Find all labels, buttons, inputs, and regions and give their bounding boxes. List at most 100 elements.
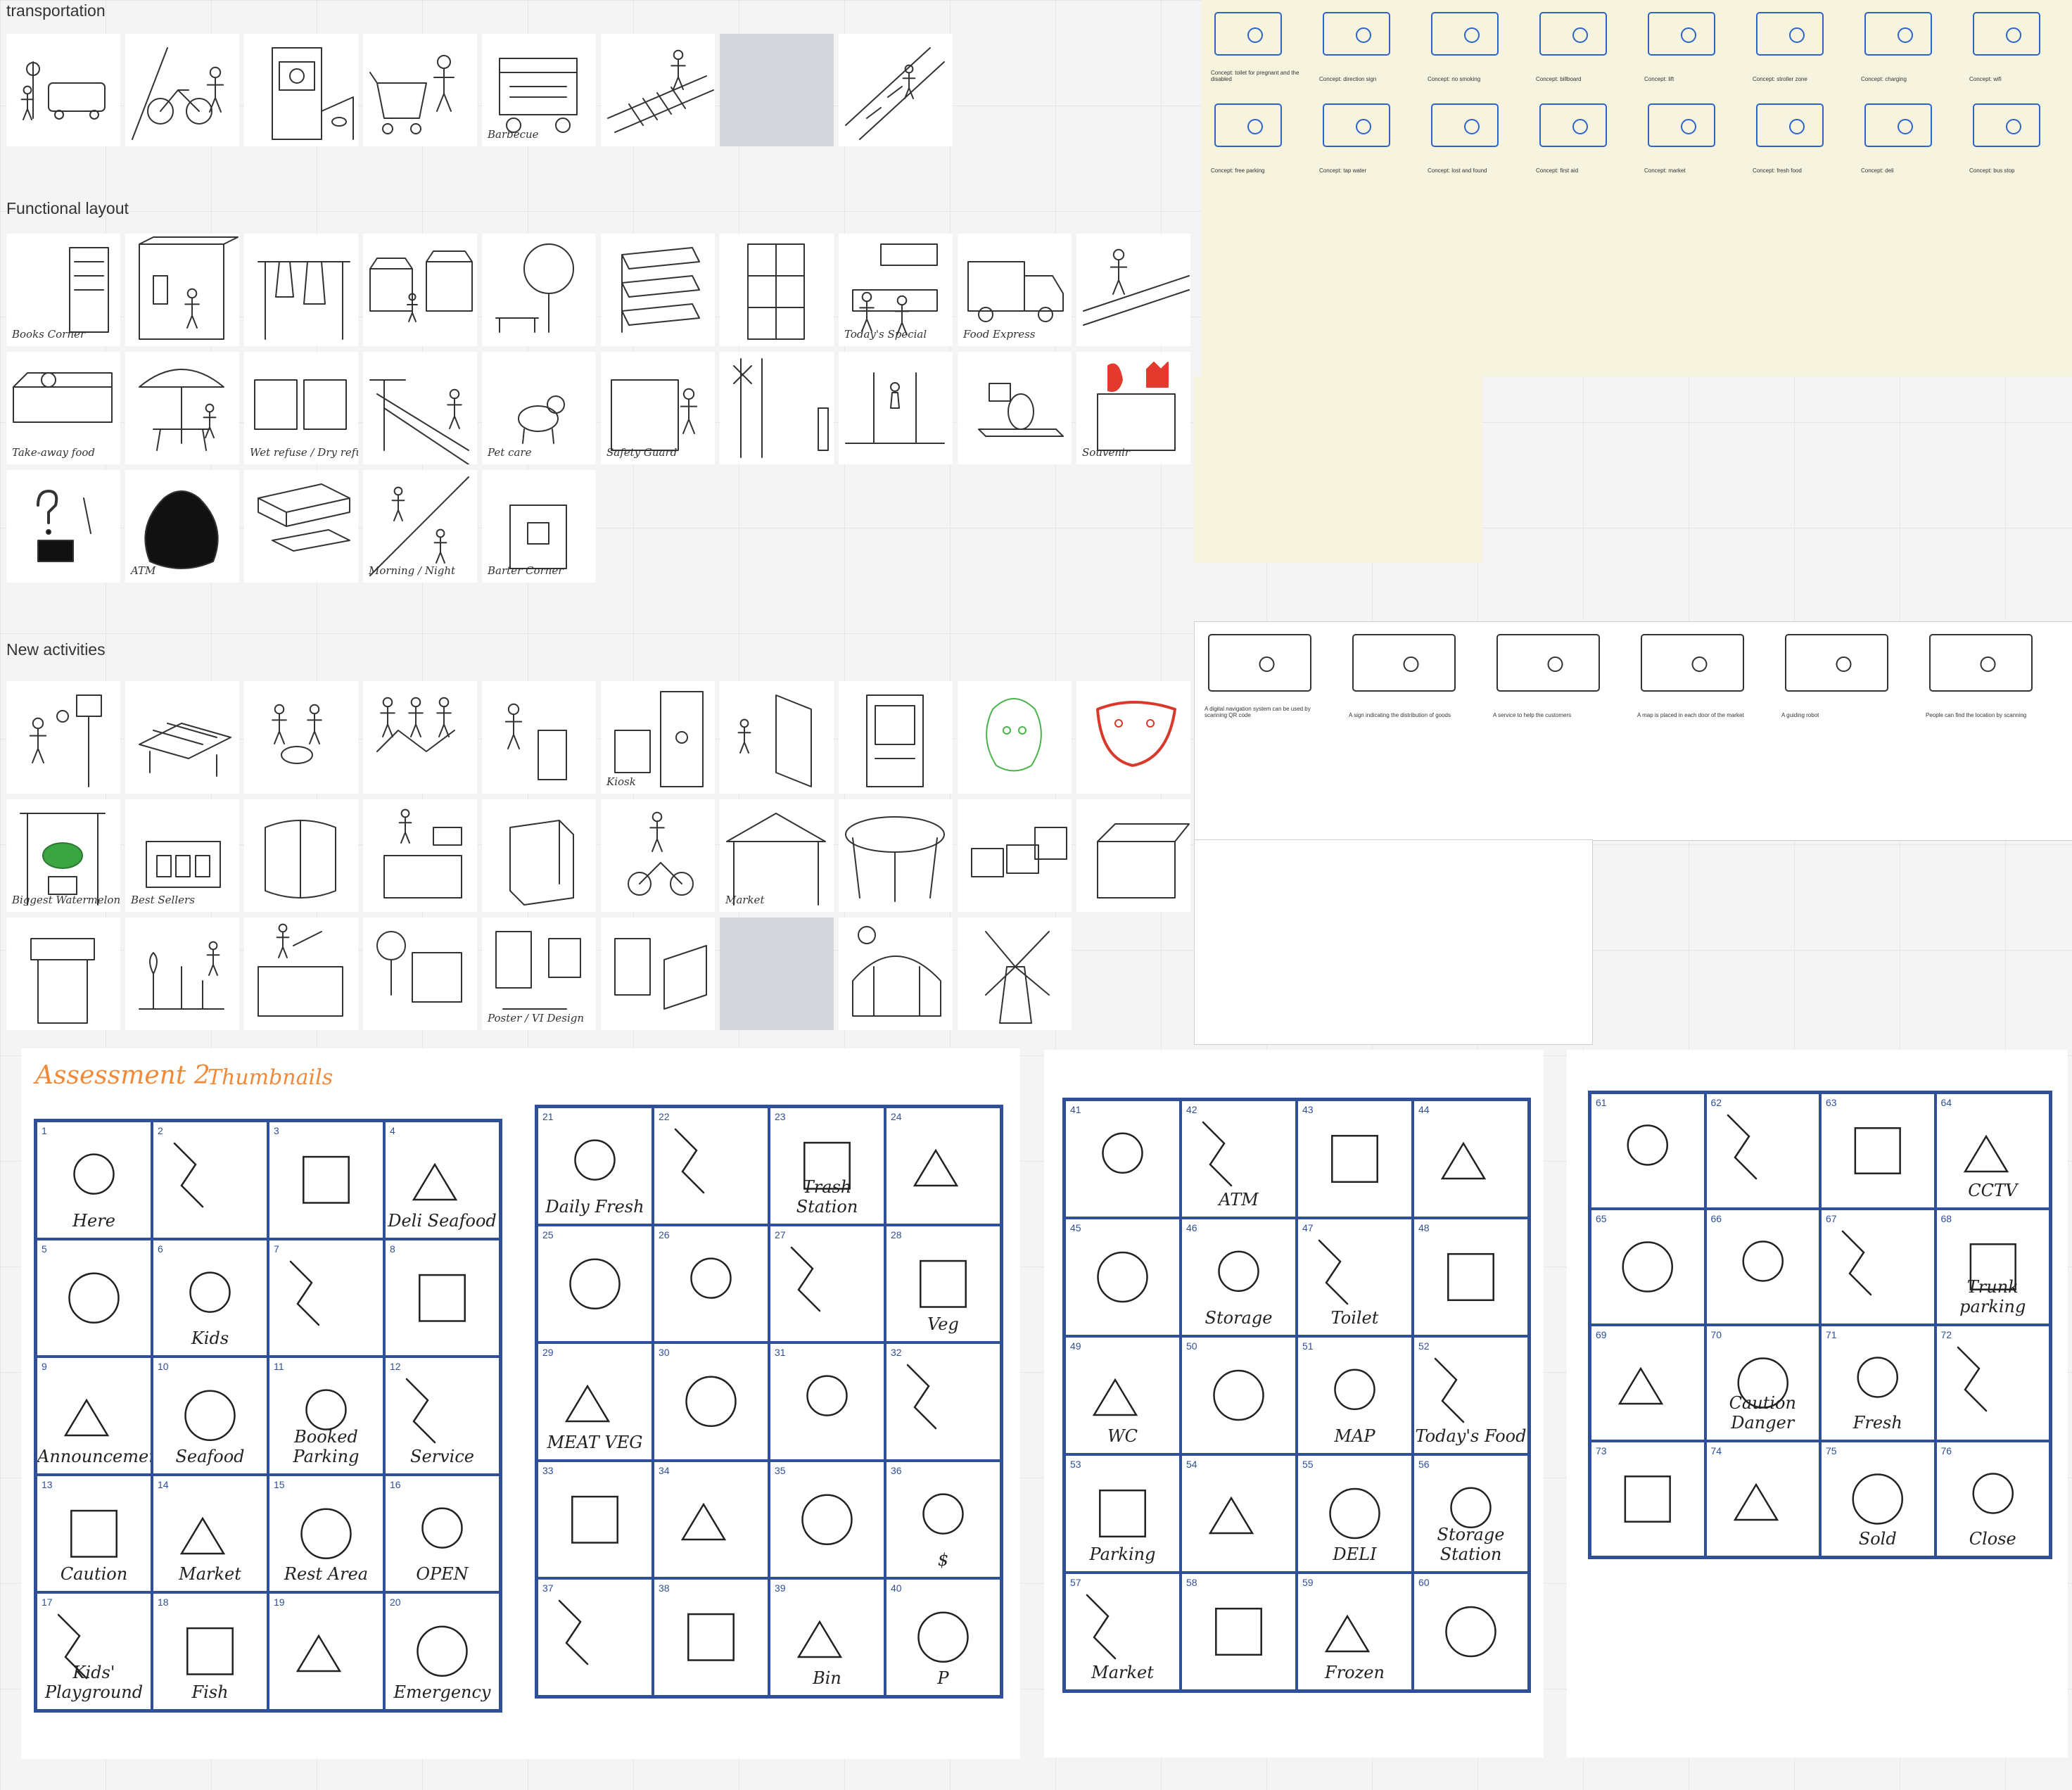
thumbnail-cell[interactable]: 6 Kids (152, 1238, 268, 1357)
thumbnail-cell[interactable]: 18 Fish (152, 1592, 268, 1710)
sketch-tile[interactable] (6, 681, 120, 794)
concept-card[interactable]: A map is placed in each door of the mark… (1634, 629, 1765, 721)
sketch-tile[interactable]: Kiosk (601, 681, 715, 794)
concept-card[interactable]: Concept: lift (1641, 7, 1736, 84)
thumbnail-cell[interactable]: 8 (384, 1238, 500, 1357)
sketch-tile[interactable]: Food Express (958, 234, 1072, 346)
storyboard-collage[interactable]: A digital navigation system can be used … (1194, 621, 2072, 841)
sketch-tile[interactable] (482, 799, 596, 912)
thumbnail-cell[interactable]: 4 Deli Seafood (384, 1121, 500, 1239)
sketch-tile[interactable] (1076, 799, 1190, 912)
thumbnail-cell[interactable]: 56 Storage Station (1413, 1454, 1529, 1573)
thumbnail-cell[interactable]: 45 (1064, 1218, 1181, 1336)
thumbnail-cell[interactable]: 47 Toilet (1297, 1218, 1413, 1336)
thumbnail-cell[interactable]: 24 (885, 1107, 1001, 1225)
sketch-tile[interactable] (839, 34, 953, 146)
thumbnail-cell[interactable]: 67 (1820, 1209, 1936, 1325)
sketch-tile[interactable] (720, 234, 834, 346)
sketch-tile[interactable] (363, 918, 477, 1030)
concept-card[interactable]: Concept: deli (1858, 99, 1952, 176)
concept-card[interactable]: Concept: no smoking (1425, 7, 1519, 84)
sketch-tile[interactable]: Safety Guard (601, 352, 715, 464)
concept-card[interactable]: Concept: toilet for pregnant and the dis… (1208, 7, 1302, 84)
sketch-tile[interactable] (6, 34, 120, 146)
thumbnail-cell[interactable]: 58 (1181, 1573, 1297, 1691)
thumbnail-cell[interactable]: 43 (1297, 1100, 1413, 1218)
thumbnail-cell[interactable]: 12 Service (384, 1357, 500, 1475)
concept-card[interactable]: A guiding robot (1779, 629, 1909, 721)
sketch-tile[interactable]: Barbecue (482, 34, 596, 146)
concept-card[interactable]: Concept: fresh food (1750, 99, 1844, 176)
sketch-tile[interactable] (958, 799, 1072, 912)
sketch-tile[interactable] (244, 34, 358, 146)
sketch-tile[interactable] (125, 34, 239, 146)
concept-card[interactable]: Concept: billboard (1533, 7, 1627, 84)
sketch-tile[interactable] (482, 234, 596, 346)
thumbnail-cell[interactable]: 15 Rest Area (268, 1474, 384, 1593)
sketch-tile[interactable] (958, 681, 1072, 794)
sketch-tile[interactable] (244, 681, 358, 794)
sketch-tile[interactable] (601, 799, 715, 912)
sketch-tile[interactable]: Souvenir (1076, 352, 1190, 464)
thumbnail-cell[interactable]: 75 Sold (1820, 1441, 1936, 1557)
thumbnail-cell[interactable]: 37 (537, 1578, 653, 1696)
blank-tile[interactable] (720, 34, 834, 146)
sketch-tile[interactable] (363, 681, 477, 794)
sketch-tile[interactable]: Wet refuse / Dry refuse (244, 352, 358, 464)
sketch-tile[interactable]: Today's Special (839, 234, 953, 346)
thumbnail-cell[interactable]: 14 Market (152, 1474, 268, 1593)
sketch-tile[interactable] (125, 681, 239, 794)
thumbnail-cell[interactable]: 3 (268, 1121, 384, 1239)
sketch-tile[interactable]: Take-away food (6, 352, 120, 464)
thumbnail-cell[interactable]: 70 Caution Danger (1705, 1325, 1820, 1441)
thumbnail-cell[interactable]: 10 Seafood (152, 1357, 268, 1475)
thumbnail-cell[interactable]: 40 P (885, 1578, 1001, 1696)
sketch-tile[interactable] (363, 352, 477, 464)
sketch-tile[interactable]: Morning / Night (363, 470, 477, 583)
thumbnail-cell[interactable]: 74 (1705, 1441, 1820, 1557)
thumbnail-cell[interactable]: 29 MEAT VEG (537, 1342, 653, 1461)
sketch-tile[interactable] (1076, 681, 1190, 794)
sketch-tile[interactable] (363, 799, 477, 912)
thumbnail-cell[interactable]: 63 (1820, 1093, 1936, 1209)
thumbnail-cell[interactable]: 34 (653, 1460, 769, 1579)
thumbnail-cell[interactable]: 23 Trash Station (769, 1107, 885, 1225)
thumbnail-cell[interactable]: 44 (1413, 1100, 1529, 1218)
thumbnail-cell[interactable]: 21 Daily Fresh (537, 1107, 653, 1225)
thumbnail-cell[interactable]: 49 WC (1064, 1336, 1181, 1454)
sketch-tile[interactable]: Best Sellers (125, 799, 239, 912)
thumbnail-cell[interactable]: 33 (537, 1460, 653, 1579)
thumbnail-cell[interactable]: 38 (653, 1578, 769, 1696)
thumbnail-cell[interactable]: 65 (1590, 1209, 1705, 1325)
thumbnail-cell[interactable]: 31 (769, 1342, 885, 1461)
sketch-tile[interactable] (839, 352, 953, 464)
sketch-tile[interactable] (958, 918, 1072, 1030)
sketch-tile[interactable] (601, 34, 715, 146)
thumbnail-cell[interactable]: 11 Booked Parking (268, 1357, 384, 1475)
thumbnail-cell[interactable]: 35 (769, 1460, 885, 1579)
thumbnail-cell[interactable]: 48 (1413, 1218, 1529, 1336)
thumbnail-cell[interactable]: 69 (1590, 1325, 1705, 1441)
sketch-tile[interactable] (6, 470, 120, 583)
thumbnail-cell[interactable]: 76 Close (1935, 1441, 2050, 1557)
sketch-tile[interactable]: Poster / VI Design (482, 918, 596, 1030)
assessment-board-3[interactable]: 61 62 63 64 CCTV 65 66 67 68 Trunk parking 69 70 Cau… (1567, 1050, 2068, 1758)
sketch-tile[interactable] (839, 681, 953, 794)
thumbnail-cell[interactable]: 68 Trunk parking (1935, 1209, 2050, 1325)
sketch-tile[interactable] (720, 352, 834, 464)
sketch-tile[interactable]: Barter Corner (482, 470, 596, 583)
thumbnail-cell[interactable]: 16 OPEN (384, 1474, 500, 1593)
sketch-tile[interactable]: Market (720, 799, 834, 912)
thumbnail-cell[interactable]: 61 (1590, 1093, 1705, 1209)
sketch-tile[interactable] (6, 918, 120, 1030)
concept-card[interactable]: A sign indicating the distribution of go… (1346, 629, 1476, 721)
thumbnail-cell[interactable]: 5 (36, 1238, 152, 1357)
concept-card[interactable]: Concept: stroller zone (1750, 7, 1844, 84)
concept-collage-extension[interactable] (1194, 376, 1482, 563)
storyboard-collage-lower[interactable] (1194, 839, 1593, 1045)
thumbnail-cell[interactable]: 39 Bin (769, 1578, 885, 1696)
concept-card[interactable]: A digital navigation system can be used … (1202, 629, 1332, 721)
thumbnail-cell[interactable]: 7 (268, 1238, 384, 1357)
concept-card[interactable]: People can find the location by scanning (1923, 629, 2053, 721)
sketch-tile[interactable]: ATM (125, 470, 239, 583)
